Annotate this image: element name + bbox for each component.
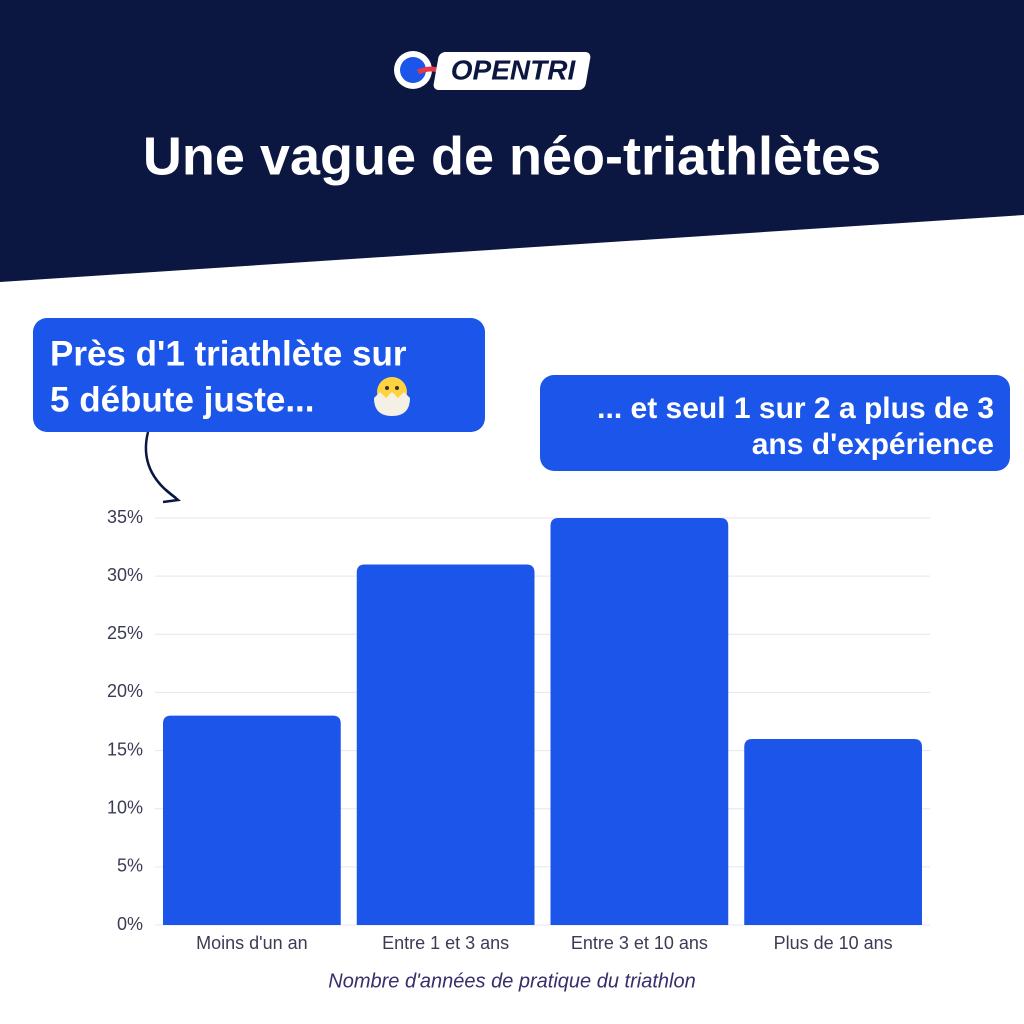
bar — [163, 715, 341, 925]
x-tick-label: Moins d'un an — [196, 933, 308, 953]
x-tick-label: Entre 3 et 10 ans — [571, 933, 708, 953]
y-tick-label: 25% — [107, 623, 143, 643]
y-tick-label: 35% — [107, 507, 143, 527]
annotation: 5 débute juste... — [50, 380, 315, 419]
callout-box — [540, 375, 1010, 471]
x-axis-title: Nombre d'années de pratique du triathlon — [328, 970, 695, 992]
x-tick-label: Entre 1 et 3 ans — [382, 933, 509, 953]
y-tick-label: 15% — [107, 739, 143, 759]
annotation: Près d'1 triathlète sur — [50, 334, 407, 373]
bar — [356, 564, 535, 925]
chick-icon — [374, 377, 410, 416]
y-tick-label: 0% — [117, 914, 143, 934]
y-tick-label: 10% — [107, 797, 143, 817]
y-tick-label: 30% — [107, 565, 143, 585]
arrow-head — [162, 489, 181, 504]
callout-box — [33, 318, 485, 432]
y-tick-label: 20% — [107, 681, 143, 701]
y-tick-label: 5% — [117, 856, 143, 876]
logo: OPENTRI — [394, 51, 591, 90]
chart-title: Une vague de néo-triathlètes — [143, 126, 881, 186]
header-band — [0, 0, 1024, 282]
x-tick-label: Plus de 10 ans — [774, 933, 893, 953]
bar — [550, 518, 729, 925]
annotation: ans d'expérience — [752, 428, 994, 461]
brand: OPENTRI — [451, 54, 577, 85]
bar — [744, 738, 922, 925]
annotation: ... et seul 1 sur 2 a plus de 3 — [597, 392, 994, 425]
